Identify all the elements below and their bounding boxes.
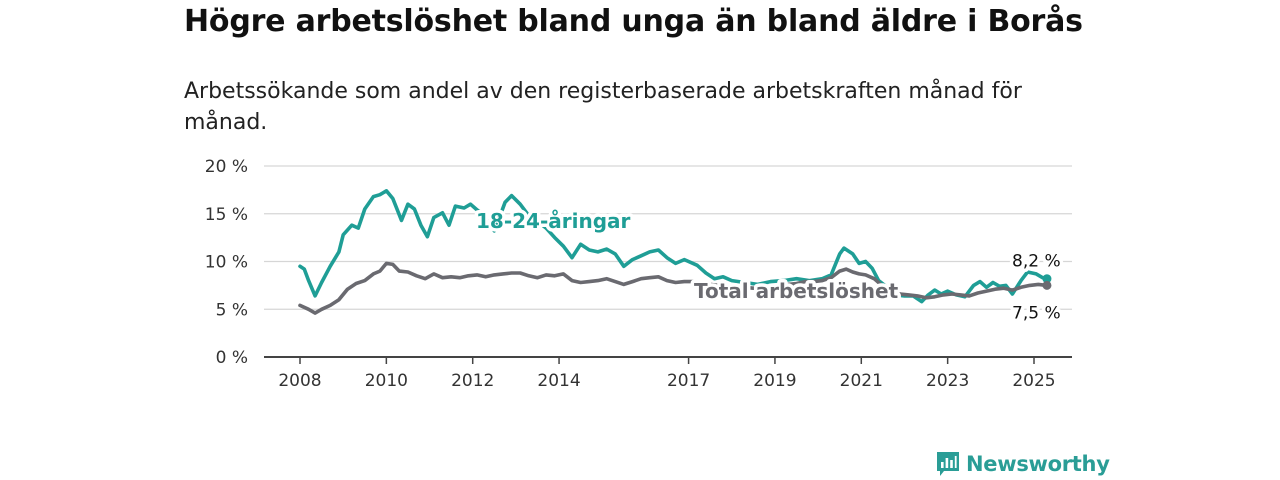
x-tick-label: 2019 xyxy=(753,371,796,391)
series-label-total: Total arbetslöshet xyxy=(694,279,899,303)
series-line-youth xyxy=(298,189,1049,304)
newsworthy-logo-icon xyxy=(937,452,959,476)
x-tick-label: 2023 xyxy=(926,371,969,391)
end-point-youth xyxy=(1042,274,1052,284)
chart-title: Högre arbetslöshet bland unga än bland ä… xyxy=(184,4,1083,39)
y-tick-label: 15 % xyxy=(205,205,248,225)
series-label-total-halo: Total arbetslöshet xyxy=(694,279,899,303)
end-label-total-halo: 7,5 % xyxy=(1012,303,1061,323)
y-tick-label: 10 % xyxy=(205,253,248,273)
y-tick-label: 20 % xyxy=(205,157,248,177)
end-label-youth-halo: 8,2 % xyxy=(1012,252,1061,272)
brand-name: Newsworthy xyxy=(966,452,1110,476)
series-label-youth-halo: 18-24-åringar xyxy=(476,209,631,233)
end-point-total xyxy=(1042,280,1052,290)
gridlines xyxy=(264,165,1072,358)
x-tick-label: 2025 xyxy=(1012,371,1055,391)
end-label-youth: 8,2 % xyxy=(1012,252,1061,272)
y-tick-label: 0 % xyxy=(216,348,248,368)
end-label-total: 7,5 % xyxy=(1012,303,1061,323)
x-tick-label: 2008 xyxy=(278,371,321,391)
y-tick-label: 5 % xyxy=(216,300,248,320)
x-tick-label: 2021 xyxy=(840,371,883,391)
series-line-total xyxy=(298,261,1049,315)
series-lines xyxy=(298,189,1052,315)
x-tick-label: 2017 xyxy=(667,371,710,391)
x-tick-label: 2010 xyxy=(365,371,408,391)
y-axis-ticks: 0 % 5 % 10 % 15 % 20 % xyxy=(205,157,248,368)
x-tick-label: 2012 xyxy=(451,371,494,391)
x-tick-label: 2014 xyxy=(537,371,580,391)
series-label-youth: 18-24-åringar xyxy=(476,209,631,233)
brand-logo[interactable]: Newsworthy xyxy=(937,449,1110,479)
chart-subtitle: Arbetssökande som andel av den registerb… xyxy=(184,79,1022,135)
x-axis-ticks: 2008 2010 2012 2014 2017 2019 2021 2023 2025 xyxy=(278,357,1056,391)
